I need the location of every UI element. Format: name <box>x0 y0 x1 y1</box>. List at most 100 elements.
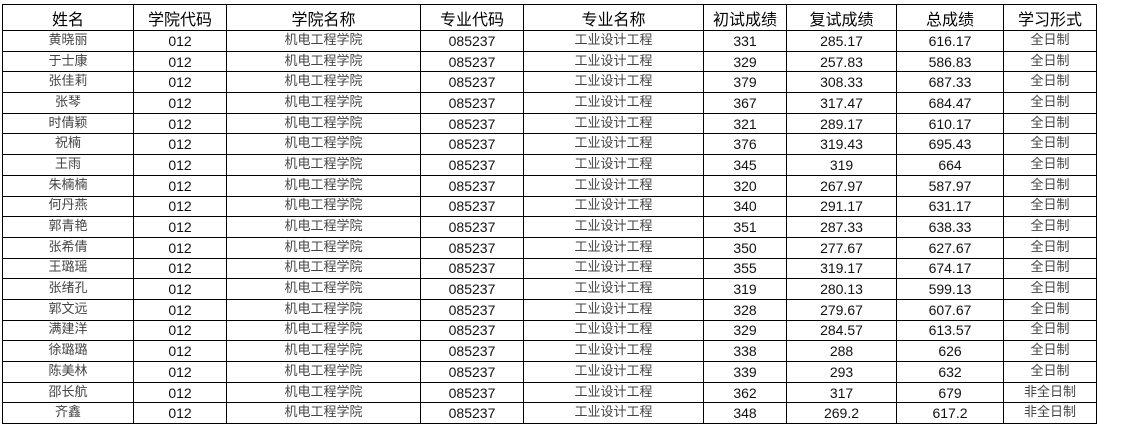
cell-study-mode: 全日制 <box>1003 71 1097 94</box>
cell-prelim-score: 319 <box>703 278 787 300</box>
cell-major-name: 工业设计工程 <box>523 298 704 321</box>
cell-major-code: 085237 <box>420 154 524 176</box>
header-college-name: 学院名称 <box>226 4 421 31</box>
cell-college-name: 机电工程学院 <box>226 402 421 425</box>
header-retest-score: 复试成绩 <box>786 4 897 31</box>
cell-major-code: 085237 <box>420 195 524 218</box>
cell-retest-score: 293 <box>786 361 897 383</box>
cell-study-mode: 全日制 <box>1003 133 1097 156</box>
cell-major-code: 085237 <box>420 340 524 362</box>
cell-total-score: 679 <box>896 381 1004 404</box>
cell-study-mode: 全日制 <box>1003 50 1097 73</box>
cell-college-code: 012 <box>133 174 227 197</box>
cell-study-mode: 全日制 <box>1003 30 1097 52</box>
cell-retest-score: 319.17 <box>786 257 897 280</box>
cell-college-code: 012 <box>133 402 227 425</box>
cell-college-name: 机电工程学院 <box>226 195 421 218</box>
table-row: 郭文远 012 机电工程学院 085237 工业设计工程 328 279.67 607.67 全… <box>2 298 1097 321</box>
cell-major-code: 085237 <box>420 361 524 383</box>
cell-prelim-score: 345 <box>703 154 787 176</box>
admission-score-table: 姓名 学院代码 学院名称 专业代码 专业名称 初试成绩 复试成绩 总成绩 学习形式 黄晓丽 012… <box>2 4 1097 425</box>
table-row: 齐鑫 012 机电工程学院 085237 工业设计工程 348 269.2 617.2 非全日制 <box>2 402 1097 425</box>
cell-college-name: 机电工程学院 <box>226 71 421 94</box>
cell-study-mode: 全日制 <box>1003 298 1097 321</box>
table-row: 郭青艳 012 机电工程学院 085237 工业设计工程 351 287.33 638.33 全… <box>2 216 1097 238</box>
cell-prelim-score: 355 <box>703 257 787 280</box>
cell-total-score: 631.17 <box>896 195 1004 218</box>
table-row: 徐璐璐 012 机电工程学院 085237 工业设计工程 338 288 626 全日制 <box>2 340 1097 362</box>
cell-retest-score: 288 <box>786 340 897 362</box>
cell-college-code: 012 <box>133 195 227 218</box>
cell-college-name: 机电工程学院 <box>226 381 421 404</box>
cell-name: 王雨 <box>2 154 134 176</box>
cell-retest-score: 289.17 <box>786 112 897 135</box>
cell-study-mode: 全日制 <box>1003 154 1097 176</box>
header-major-code: 专业代码 <box>420 4 524 31</box>
cell-major-code: 085237 <box>420 257 524 280</box>
cell-college-code: 012 <box>133 340 227 362</box>
cell-college-code: 012 <box>133 298 227 321</box>
table-row: 陈美林 012 机电工程学院 085237 工业设计工程 339 293 632 全日制 <box>2 361 1097 383</box>
cell-prelim-score: 331 <box>703 30 787 52</box>
cell-retest-score: 291.17 <box>786 195 897 218</box>
cell-total-score: 607.67 <box>896 298 1004 321</box>
cell-major-name: 工业设计工程 <box>523 92 704 114</box>
cell-retest-score: 269.2 <box>786 402 897 425</box>
cell-retest-score: 280.13 <box>786 278 897 300</box>
cell-college-code: 012 <box>133 71 227 94</box>
header-row: 姓名 学院代码 学院名称 专业代码 专业名称 初试成绩 复试成绩 总成绩 学习形式 <box>2 4 1097 31</box>
cell-major-code: 085237 <box>420 174 524 197</box>
cell-name: 郭青艳 <box>2 216 134 238</box>
cell-retest-score: 279.67 <box>786 298 897 321</box>
cell-major-name: 工业设计工程 <box>523 195 704 218</box>
cell-retest-score: 319 <box>786 154 897 176</box>
cell-total-score: 687.33 <box>896 71 1004 94</box>
cell-major-code: 085237 <box>420 112 524 135</box>
cell-major-name: 工业设计工程 <box>523 112 704 135</box>
cell-study-mode: 全日制 <box>1003 319 1097 342</box>
cell-college-code: 012 <box>133 361 227 383</box>
cell-study-mode: 全日制 <box>1003 257 1097 280</box>
cell-college-code: 012 <box>133 92 227 114</box>
cell-prelim-score: 348 <box>703 402 787 425</box>
header-prelim-score: 初试成绩 <box>703 4 787 31</box>
cell-college-name: 机电工程学院 <box>226 319 421 342</box>
cell-major-name: 工业设计工程 <box>523 71 704 94</box>
cell-name: 张琴 <box>2 92 134 114</box>
cell-study-mode: 全日制 <box>1003 361 1097 383</box>
header-name: 姓名 <box>2 4 134 31</box>
cell-major-name: 工业设计工程 <box>523 154 704 176</box>
cell-prelim-score: 367 <box>703 92 787 114</box>
cell-prelim-score: 328 <box>703 298 787 321</box>
cell-major-code: 085237 <box>420 92 524 114</box>
cell-prelim-score: 350 <box>703 236 787 259</box>
cell-name: 于士康 <box>2 50 134 73</box>
cell-retest-score: 284.57 <box>786 319 897 342</box>
cell-total-score: 627.67 <box>896 236 1004 259</box>
cell-college-code: 012 <box>133 216 227 238</box>
cell-college-name: 机电工程学院 <box>226 133 421 156</box>
cell-major-code: 085237 <box>420 133 524 156</box>
table-row: 张希倩 012 机电工程学院 085237 工业设计工程 350 277.67 627.67 全… <box>2 236 1097 259</box>
cell-retest-score: 317 <box>786 381 897 404</box>
cell-college-code: 012 <box>133 30 227 52</box>
cell-study-mode: 全日制 <box>1003 236 1097 259</box>
cell-college-name: 机电工程学院 <box>226 236 421 259</box>
cell-college-name: 机电工程学院 <box>226 298 421 321</box>
cell-total-score: 664 <box>896 154 1004 176</box>
cell-study-mode: 全日制 <box>1003 112 1097 135</box>
cell-prelim-score: 376 <box>703 133 787 156</box>
cell-college-name: 机电工程学院 <box>226 257 421 280</box>
cell-total-score: 616.17 <box>896 30 1004 52</box>
table-row: 邵长航 012 机电工程学院 085237 工业设计工程 362 317 679 非全日制 <box>2 381 1097 404</box>
cell-college-code: 012 <box>133 236 227 259</box>
cell-major-name: 工业设计工程 <box>523 381 704 404</box>
cell-major-name: 工业设计工程 <box>523 30 704 52</box>
cell-major-code: 085237 <box>420 278 524 300</box>
cell-name: 何丹燕 <box>2 195 134 218</box>
table-row: 祝楠 012 机电工程学院 085237 工业设计工程 376 319.43 695.43 全日… <box>2 133 1097 156</box>
cell-total-score: 638.33 <box>896 216 1004 238</box>
cell-major-name: 工业设计工程 <box>523 340 704 362</box>
cell-study-mode: 非全日制 <box>1003 402 1097 425</box>
cell-name: 张希倩 <box>2 236 134 259</box>
